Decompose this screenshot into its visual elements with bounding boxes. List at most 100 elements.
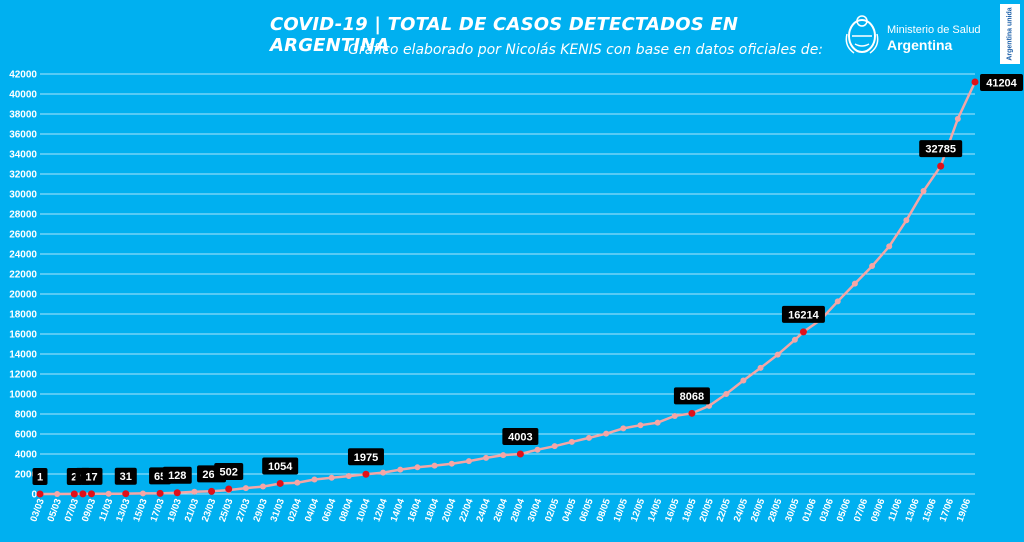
y-tick-label: 8000 — [15, 410, 38, 421]
y-tick-label: 30000 — [9, 190, 37, 201]
highlight-point — [799, 328, 807, 336]
highlight-point — [36, 490, 44, 498]
x-tick-label: 20/04 — [440, 497, 459, 524]
x-tick-label: 15/03 — [131, 497, 149, 523]
value-label: 1 — [37, 471, 43, 483]
x-tick-label: 16/05 — [663, 497, 682, 524]
y-tick-label: 38000 — [9, 110, 37, 121]
x-tick-label: 31/03 — [269, 497, 287, 523]
data-point — [637, 422, 644, 429]
argentina-seal-icon — [845, 15, 879, 54]
data-point — [397, 466, 404, 473]
value-label-box — [347, 448, 384, 466]
x-tick-label: 03/06 — [818, 497, 836, 523]
y-tick-label: 18000 — [9, 310, 37, 321]
data-point — [706, 402, 713, 409]
x-tick-label: 05/06 — [835, 497, 853, 523]
argentina-unida-badge: Argentina unida — [1000, 4, 1020, 64]
chart-title: COVID-19 | TOTAL DE CASOS DETECTADOS EN … — [270, 14, 739, 56]
data-point — [260, 483, 267, 490]
data-point — [903, 217, 910, 224]
value-label: 41204 — [986, 77, 1017, 89]
x-tick-label: 24/05 — [732, 497, 751, 524]
logo-line-ministry: Ministerio de Salud — [887, 24, 981, 36]
x-tick-label: 02/04 — [286, 497, 305, 524]
data-point — [311, 476, 318, 483]
x-tick-label: 19/03 — [166, 497, 184, 523]
ministry-logo: Ministerio de Salud Argentina — [844, 12, 994, 62]
x-tick-label: 17/06 — [938, 497, 956, 523]
value-label-box — [502, 427, 539, 445]
data-point — [757, 364, 764, 371]
data-point — [191, 488, 198, 495]
x-tick-label: 19/06 — [955, 497, 973, 523]
highlight-point — [688, 409, 696, 417]
value-label-box — [114, 467, 137, 485]
x-tick-label: 07/03 — [63, 497, 81, 523]
y-tick-label: 28000 — [9, 210, 37, 221]
y-tick-label: 32000 — [9, 170, 37, 181]
x-tick-label: 22/04 — [457, 497, 476, 524]
x-tick-label: 29/03 — [251, 497, 269, 523]
x-tick-label: 08/05 — [594, 497, 613, 524]
data-point — [465, 458, 472, 465]
highlight-point — [173, 489, 181, 497]
data-point — [105, 490, 112, 497]
data-point — [242, 485, 249, 492]
data-point — [483, 454, 490, 461]
y-tick-label: 14000 — [9, 350, 37, 361]
highlight-point — [276, 479, 284, 487]
x-tick-label: 02/05 — [543, 497, 562, 524]
value-label: 1975 — [354, 452, 378, 464]
value-label-box — [162, 466, 192, 484]
highlight-point — [937, 162, 945, 170]
value-label-box — [919, 140, 963, 158]
value-label-box — [673, 387, 710, 405]
x-tick-label: 13/03 — [114, 497, 132, 523]
x-tick-label: 17/03 — [148, 497, 166, 523]
x-tick-label: 30/05 — [783, 497, 802, 524]
value-label: 17 — [85, 471, 97, 483]
data-point — [723, 391, 730, 397]
x-tick-label: 20/05 — [697, 497, 716, 524]
y-tick-label: 34000 — [9, 150, 37, 161]
data-point — [654, 419, 661, 426]
y-tick-label: 36000 — [9, 130, 37, 141]
chart-subtitle: Gráfico elaborado por Nicolás KENIS con … — [348, 42, 824, 58]
y-tick-label: 0 — [31, 490, 37, 501]
highlight-point — [225, 485, 233, 493]
x-tick-label: 12/05 — [629, 497, 648, 524]
data-point — [431, 462, 438, 469]
value-label: 502 — [220, 466, 238, 478]
data-point — [380, 469, 387, 476]
x-tick-label: 18/04 — [423, 497, 442, 524]
data-point — [54, 490, 61, 497]
x-tick-label: 26/05 — [749, 497, 768, 524]
highlight-point — [208, 487, 216, 495]
x-tick-label: 28/05 — [766, 497, 785, 524]
data-point — [328, 474, 335, 481]
x-tick-label: 10/04 — [354, 497, 373, 524]
x-tick-label: 25/03 — [217, 497, 235, 523]
x-tick-label: 05/03 — [46, 497, 64, 523]
data-point — [585, 434, 592, 441]
y-tick-label: 42000 — [9, 70, 37, 81]
value-label: 2 — [71, 471, 77, 483]
x-tick-label: 13/06 — [903, 497, 921, 523]
data-point — [886, 243, 893, 250]
x-tick-label: 27/03 — [234, 497, 252, 523]
highlight-point — [156, 489, 164, 497]
data-point — [139, 490, 146, 497]
data-point — [568, 438, 575, 445]
highlight-point — [87, 490, 95, 498]
data-point — [414, 464, 421, 471]
x-tick-label: 16/04 — [406, 497, 425, 524]
x-tick-label: 04/05 — [560, 497, 579, 524]
x-tick-label: 23/03 — [200, 497, 218, 523]
data-point — [448, 460, 455, 467]
y-tick-label: 6000 — [15, 430, 38, 441]
data-point — [500, 452, 507, 459]
y-tick-label: 12000 — [9, 370, 37, 381]
data-point — [534, 446, 541, 453]
